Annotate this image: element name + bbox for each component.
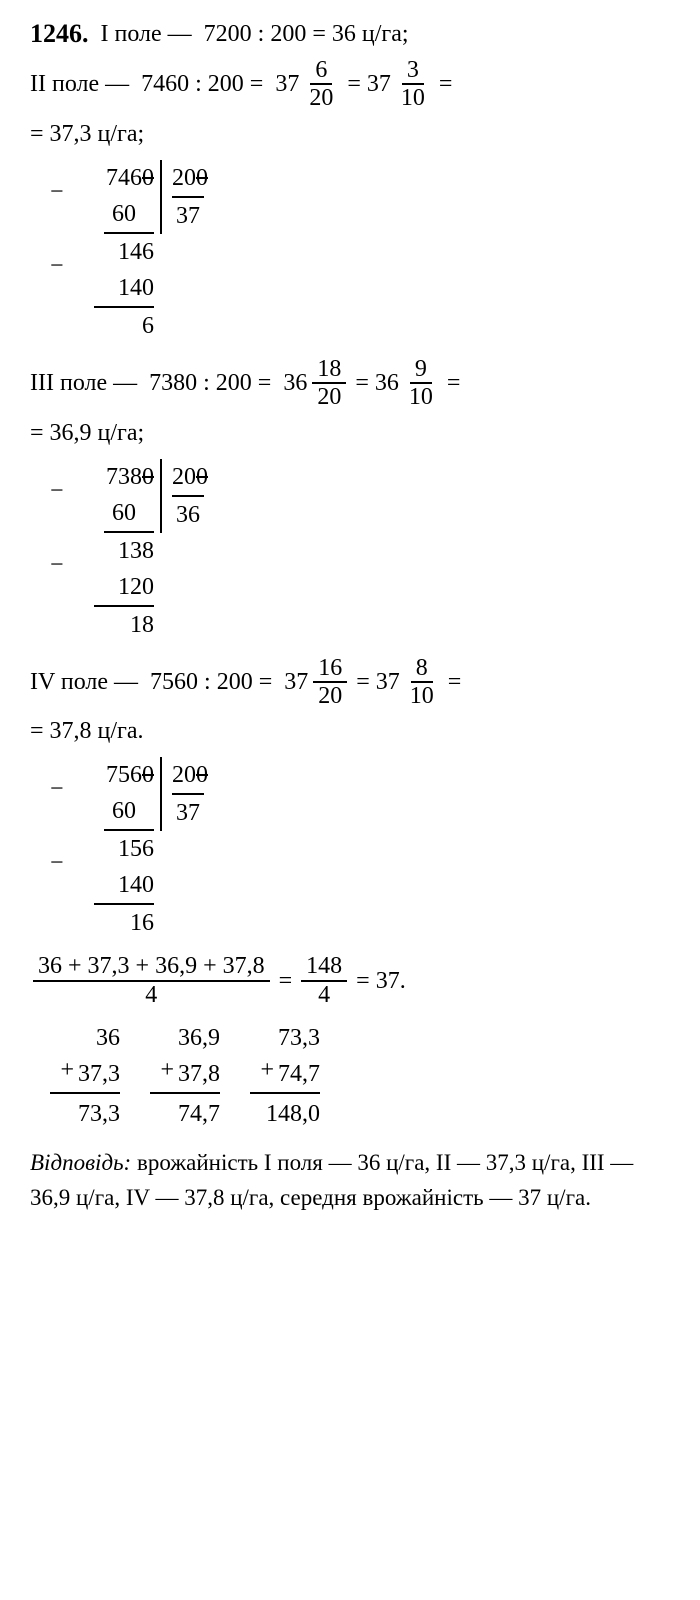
answer-label: Відповідь: (30, 1150, 131, 1175)
mixed-fraction: 36 910 (375, 356, 441, 411)
mixed-fraction: 37 310 (367, 57, 433, 112)
field-2-result: = 37,3 ц/га; (30, 116, 670, 152)
field-1-line: 1246. I поле — 7200 : 200 = 36 ц/га; (30, 14, 670, 53)
field-4-line: IV поле — 7560 : 200 = 37 1620 = 37 810 … (30, 655, 670, 710)
addition-column: +73,374,7 148,0 (250, 1020, 320, 1132)
addition-column: +36,937,8 74,7 (150, 1020, 220, 1132)
average-line: 36 + 37,3 + 36,9 + 37,8 4 = 148 4 = 37. (30, 953, 670, 1008)
answer-block: Відповідь: врожайність I поля — 36 ц/га,… (30, 1146, 670, 1215)
field-3-label: III поле — (30, 365, 137, 401)
long-division-4: − 7560 60 200 37 −156140 16 (50, 757, 670, 941)
field-3-result: = 36,9 ц/га; (30, 415, 670, 451)
average-result: 37. (376, 963, 406, 999)
field-3-prefix: 7380 : 200 = (149, 365, 271, 401)
field-1-expr: 7200 : 200 = 36 ц/га; (204, 16, 409, 52)
mixed-fraction: 37 1620 (284, 655, 350, 710)
field-2-label: II поле — (30, 66, 129, 102)
field-2-prefix: 7460 : 200 = (141, 66, 263, 102)
average-fraction-2: 148 4 (301, 953, 347, 1008)
field-4-result: = 37,8 ц/га. (30, 713, 670, 749)
long-division-3: − 7380 60 200 36 −138120 18 (50, 459, 670, 643)
average-fraction: 36 + 37,3 + 36,9 + 37,8 4 (33, 953, 270, 1008)
field-1-label: I поле — (101, 16, 192, 52)
addition-column: +3637,3 73,3 (50, 1020, 120, 1132)
mixed-fraction: 37 620 (275, 57, 341, 112)
field-2-line: II поле — 7460 : 200 = 37 620 = 37 310 = (30, 57, 670, 112)
field-3-line: III поле — 7380 : 200 = 36 1820 = 36 910… (30, 356, 670, 411)
mixed-fraction: 37 810 (376, 655, 442, 710)
problem-number: 1246. (30, 14, 89, 53)
addition-group: +3637,3 73,3 +36,937,8 74,7 +73,374,7 14… (50, 1020, 670, 1132)
field-4-label: IV поле — (30, 664, 138, 700)
long-division-2: − 7460 60 200 37 −146140 6 (50, 160, 670, 344)
mixed-fraction: 36 1820 (283, 356, 349, 411)
field-4-prefix: 7560 : 200 = (150, 664, 272, 700)
